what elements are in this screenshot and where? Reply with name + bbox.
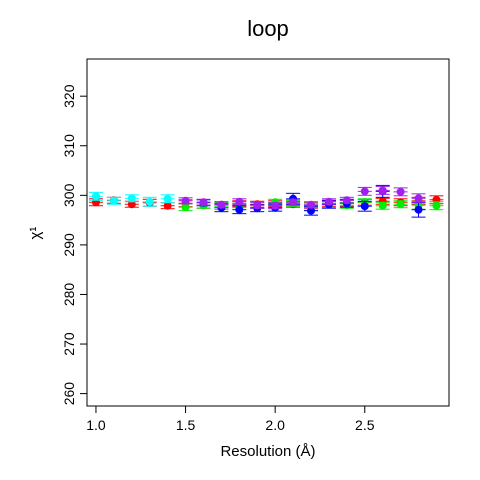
data-series (178, 185, 426, 210)
data-point (432, 201, 441, 210)
data-point (109, 196, 118, 205)
y-tick-label: 280 (61, 283, 77, 307)
data-point (145, 197, 154, 206)
data-point (307, 206, 316, 215)
data-marks (88, 184, 444, 218)
y-axis-label: χ¹ (27, 227, 44, 240)
data-point (127, 194, 136, 203)
data-point (324, 197, 333, 206)
data-point (271, 201, 280, 210)
data-point (378, 201, 387, 210)
y-tick-label: 290 (61, 233, 77, 257)
x-tick-label: 2.0 (265, 417, 285, 433)
data-point (181, 196, 190, 205)
x-tick-label: 1.5 (176, 417, 196, 433)
data-point (235, 197, 244, 206)
plot-frame (86, 58, 450, 407)
data-point (217, 200, 226, 209)
data-point (378, 186, 387, 195)
y-tick-label: 310 (61, 134, 77, 158)
data-point (199, 198, 208, 207)
y-axis: 260 270 280 290 300 310 320 (61, 84, 87, 405)
data-series (88, 191, 175, 207)
data-point (307, 200, 316, 209)
data-point (163, 194, 172, 203)
data-point (396, 200, 405, 209)
data-point (289, 198, 298, 207)
data-point (181, 203, 190, 212)
y-tick-label: 260 (61, 382, 77, 406)
data-point (235, 205, 244, 214)
data-point (91, 192, 100, 201)
data-series (88, 195, 444, 210)
data-point (414, 205, 423, 214)
y-tick-label: 320 (61, 84, 77, 108)
data-point (360, 202, 369, 211)
data-point (163, 201, 172, 210)
x-axis: 1.0 1.5 2.0 2.5 (86, 406, 375, 433)
y-tick-label: 270 (61, 332, 77, 356)
x-tick-label: 1.0 (86, 417, 106, 433)
data-point (360, 187, 369, 196)
y-tick-label: 300 (61, 183, 77, 207)
data-point (342, 196, 351, 205)
data-point (253, 201, 262, 210)
data-point (396, 187, 405, 196)
data-point (414, 194, 423, 203)
chart-title: loop (247, 16, 289, 41)
x-tick-label: 2.5 (355, 417, 375, 433)
x-axis-label: Resolution (Å) (220, 443, 315, 460)
